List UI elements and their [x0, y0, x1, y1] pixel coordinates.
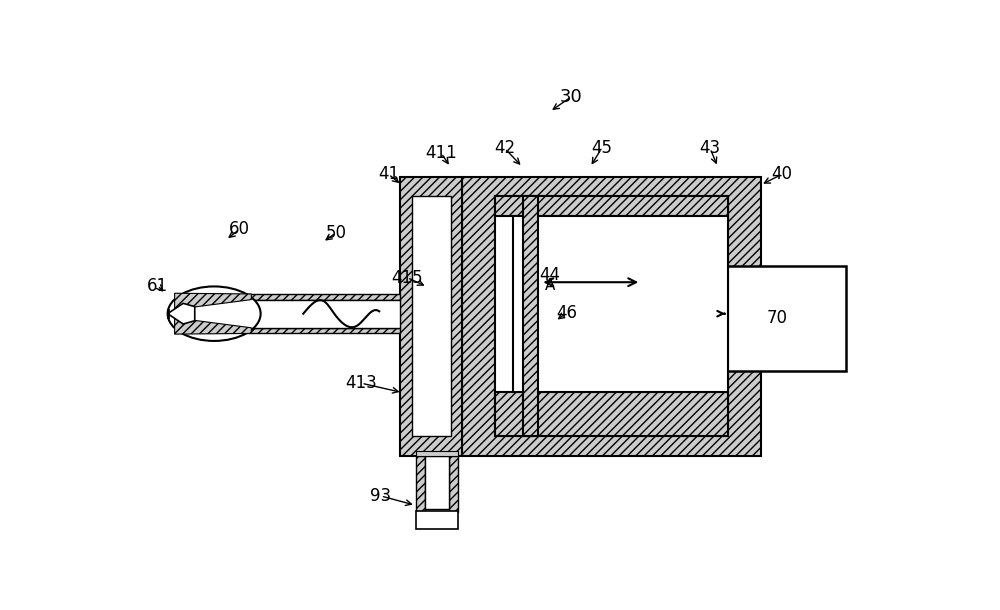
Text: 413: 413 [346, 374, 377, 392]
Bar [462, 176, 761, 456]
Bar [183, 294, 400, 300]
Bar [523, 196, 538, 436]
Text: 41: 41 [378, 165, 399, 183]
Text: 415: 415 [391, 268, 423, 287]
Text: 60: 60 [229, 220, 250, 238]
Bar [416, 511, 458, 529]
Text: 40: 40 [772, 165, 793, 183]
Bar [183, 328, 400, 334]
Bar [425, 456, 449, 509]
Text: 70: 70 [767, 309, 788, 328]
Text: 30: 30 [560, 88, 583, 106]
Bar [412, 196, 450, 436]
Bar [495, 392, 728, 436]
Ellipse shape [168, 287, 261, 341]
Bar [449, 456, 458, 512]
Bar [400, 176, 462, 456]
Text: 46: 46 [556, 304, 577, 321]
Bar [416, 451, 458, 456]
Text: 43: 43 [700, 139, 721, 157]
Text: 44: 44 [539, 266, 560, 284]
Text: 93: 93 [370, 487, 391, 505]
Bar [722, 266, 846, 371]
Bar [416, 456, 425, 512]
Text: 61: 61 [147, 276, 168, 295]
Bar [183, 300, 400, 328]
Text: A: A [545, 278, 555, 293]
Text: 50: 50 [325, 224, 346, 242]
Polygon shape [175, 293, 251, 310]
Bar [495, 196, 728, 436]
Bar [495, 196, 728, 216]
Text: 45: 45 [591, 139, 612, 157]
Polygon shape [175, 318, 251, 334]
Polygon shape [168, 303, 195, 324]
Text: 411: 411 [425, 144, 457, 162]
Text: 42: 42 [494, 139, 515, 157]
Bar [512, 216, 728, 392]
